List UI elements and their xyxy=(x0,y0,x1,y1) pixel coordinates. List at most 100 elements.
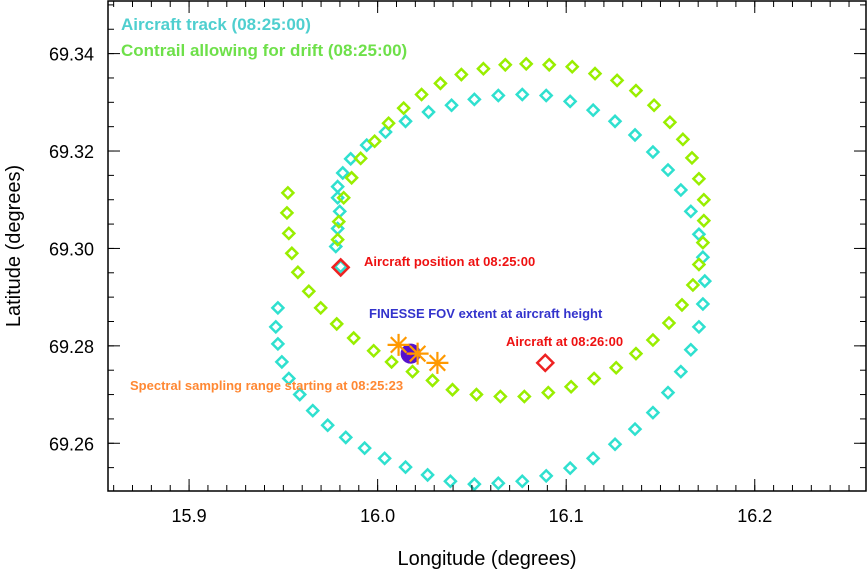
data-point-diamond xyxy=(586,371,602,386)
legend-aircraft-track: Aircraft track (08:25:00) xyxy=(121,15,311,34)
data-point-diamond xyxy=(627,127,643,143)
data-point-diamond xyxy=(443,473,458,489)
data-point-diamond xyxy=(281,226,297,241)
data-point-diamond xyxy=(685,277,701,293)
x-tick-label: 16.2 xyxy=(737,506,772,526)
annotation-aircraft-position: Aircraft position at 08:25:00 xyxy=(364,254,535,269)
data-point-diamond xyxy=(476,61,491,76)
data-point-diamond xyxy=(696,213,712,228)
data-point-diamond xyxy=(607,436,623,452)
data-point-diamond xyxy=(330,257,351,278)
data-point-diamond xyxy=(270,336,286,352)
data-point-diamond xyxy=(491,88,506,103)
data-point-diamond xyxy=(628,83,644,98)
data-point-diamond xyxy=(398,459,413,475)
data-point-diamond xyxy=(330,232,345,247)
data-point-diamond xyxy=(281,371,297,386)
data-point-diamond xyxy=(585,102,601,118)
data-point-diamond xyxy=(661,315,677,331)
data-point-diamond xyxy=(274,354,290,370)
data-point-diamond xyxy=(645,332,661,348)
annotation-aircraft-0826: Aircraft at 08:26:00 xyxy=(506,334,623,349)
annotation-finesse-fov: FINESSE FOV extent at aircraft height xyxy=(369,306,603,321)
data-point-diamond xyxy=(562,94,578,109)
data-point-diamond xyxy=(660,385,676,400)
data-point-diamond xyxy=(268,319,284,335)
data-point-diamond xyxy=(628,346,644,361)
data-point-diamond xyxy=(498,57,513,73)
data-point-diamond xyxy=(332,204,348,219)
data-point-diamond xyxy=(292,387,308,402)
data-point-diamond xyxy=(662,115,678,130)
y-tick-label: 69.30 xyxy=(49,239,94,259)
x-tick-label: 16.1 xyxy=(549,506,584,526)
data-point-diamond xyxy=(433,76,448,91)
data-point-diamond xyxy=(587,66,603,81)
data-point-diamond xyxy=(691,171,707,187)
data-point-diamond xyxy=(425,373,440,388)
data-point-diamond xyxy=(675,132,691,147)
y-axis-label: Latitude (degrees) xyxy=(3,165,25,327)
data-point-diamond xyxy=(420,467,435,483)
data-point-diamond xyxy=(607,114,623,129)
data-point-diamond xyxy=(518,56,534,72)
data-point-diamond xyxy=(585,451,601,466)
data-point-diamond xyxy=(336,190,351,206)
data-point-diamond xyxy=(673,364,689,379)
data-point-diamond xyxy=(491,475,506,491)
plot-frame xyxy=(107,0,867,492)
data-point-diamond xyxy=(280,185,296,201)
data-point-diamond xyxy=(517,389,532,404)
data-point-diamond xyxy=(279,205,295,221)
data-point-diamond xyxy=(541,57,557,73)
annotation-spectral-sampling: Spectral sampling range starting at 08:2… xyxy=(130,378,403,393)
data-point-diamond xyxy=(313,300,328,316)
data-point-diamond xyxy=(645,405,661,420)
data-point-diamond xyxy=(514,87,530,102)
x-axis-label: Longitude (degrees) xyxy=(397,548,576,570)
data-point-diamond xyxy=(541,385,556,400)
data-point-diamond xyxy=(562,460,578,476)
data-point-diamond xyxy=(338,430,354,445)
data-point-diamond xyxy=(563,379,579,395)
data-point-diamond xyxy=(378,124,393,140)
data-point-diamond xyxy=(367,134,382,149)
data-point-diamond xyxy=(684,150,700,166)
data-point-diamond xyxy=(344,170,359,186)
data-point-diamond xyxy=(396,100,411,116)
data-point-asterisk xyxy=(426,351,449,374)
data-point-diamond xyxy=(674,297,690,313)
x-tick-label: 15.9 xyxy=(172,506,207,526)
data-point-diamond xyxy=(346,330,361,346)
data-point-diamond xyxy=(469,387,484,402)
data-point-diamond xyxy=(538,88,554,103)
data-point-diamond xyxy=(691,257,707,272)
data-point-diamond xyxy=(445,382,460,397)
data-point-diamond xyxy=(514,473,530,489)
data-point-diamond xyxy=(683,342,699,358)
data-point-diamond xyxy=(353,151,368,166)
y-tick-label: 69.34 xyxy=(49,45,94,65)
data-point-diamond xyxy=(564,59,580,75)
data-point-diamond xyxy=(405,364,420,379)
data-point-diamond xyxy=(398,114,413,129)
data-point-diamond xyxy=(691,319,707,335)
data-point-diamond xyxy=(343,151,358,167)
data-point-diamond xyxy=(454,67,469,82)
data-point-diamond xyxy=(329,316,344,332)
data-point-asterisk xyxy=(406,342,429,365)
data-point-diamond xyxy=(467,92,482,107)
data-point-diamond xyxy=(535,353,556,373)
data-point-diamond xyxy=(444,97,459,113)
data-point-diamond xyxy=(646,97,662,113)
data-point-diamond xyxy=(384,354,399,370)
data-point-diamond xyxy=(695,249,711,265)
data-point-diamond xyxy=(357,440,372,456)
data-point-diamond xyxy=(381,115,396,131)
data-point-diamond xyxy=(645,144,661,160)
data-point-diamond xyxy=(538,468,554,484)
data-point-diamond xyxy=(627,421,643,437)
data-point-diamond xyxy=(467,476,482,492)
data-point-diamond xyxy=(683,204,699,219)
